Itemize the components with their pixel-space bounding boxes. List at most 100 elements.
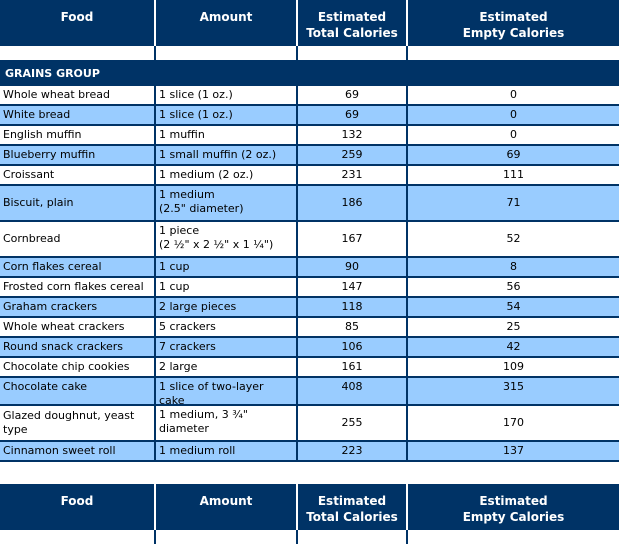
table-row: Cornbread 1 piece (2 ½" x 2 ½" x 1 ¼") 167…: [0, 222, 619, 258]
header-total-line2: Total Calories: [306, 510, 398, 524]
table-header-repeat: Food Amount Estimated Total Calories Est…: [0, 484, 619, 530]
empty-calories-cell: 0: [510, 88, 517, 101]
food-cell: Chocolate chip cookies: [0, 358, 156, 376]
header-empty-line1: Estimated: [479, 10, 548, 24]
total-calories-cell: 85: [298, 318, 408, 336]
food-cell: Glazed doughnut, yeast type: [0, 406, 156, 440]
total-calories-cell: 147: [298, 278, 408, 296]
total-calories-cell: 408: [298, 378, 408, 404]
header-empty-line2: Empty Calories: [462, 26, 565, 40]
empty-calories-cell: 42: [506, 340, 521, 353]
header-total-line2: Total Calories: [306, 26, 398, 40]
amount-cell: 1 cup: [156, 258, 298, 276]
table-row: Biscuit, plain 1 medium (2.5" diameter) 18…: [0, 186, 619, 222]
total-calories-cell: 106: [298, 338, 408, 356]
table-row: Croissant 1 medium (2 oz.) 231 111: [0, 166, 619, 186]
total-calories-cell: 118: [298, 298, 408, 316]
food-cell: Whole wheat bread: [0, 86, 156, 104]
amount-cell: 1 medium (2.5" diameter): [156, 186, 298, 220]
data-rows: Whole wheat bread 1 slice (1 oz.) 69 0 White…: [0, 86, 619, 462]
total-calories-cell: 132: [298, 126, 408, 144]
total-calories-cell: 255: [298, 406, 408, 440]
table-row: Whole wheat bread 1 slice (1 oz.) 69 0: [0, 86, 619, 106]
empty-calories-cell: 69: [506, 148, 521, 161]
amount-cell: 1 medium (2 oz.): [156, 166, 298, 184]
header-empty-line2: Empty Calories: [462, 510, 565, 524]
food-cell: Croissant: [0, 166, 156, 184]
food-cell: Round snack crackers: [0, 338, 156, 356]
header-total-line1: Estimated: [317, 10, 387, 24]
table-row: Blueberry muffin 1 small muffin (2 oz.) 25…: [0, 146, 619, 166]
food-cell: Whole wheat crackers: [0, 318, 156, 336]
header-total-line1: Estimated: [317, 494, 387, 508]
table-row: Whole wheat crackers 5 crackers 85 25: [0, 318, 619, 338]
empty-calories-cell: 170: [503, 416, 524, 429]
empty-calories-cell: 25: [506, 320, 521, 333]
amount-cell: 1 piece (2 ½" x 2 ½" x 1 ¼"): [156, 222, 298, 256]
amount-cell: 2 large: [156, 358, 298, 376]
table-row: Frosted corn flakes cereal 1 cup 147 56: [0, 278, 619, 298]
empty-calories-cell: 0: [510, 128, 517, 141]
empty-calories-cell: 8: [510, 260, 517, 273]
header-spacer: [0, 46, 619, 60]
header-total-calories: Estimated Total Calories: [298, 484, 408, 530]
total-calories-cell: 69: [298, 106, 408, 124]
empty-calories-cell: 56: [506, 280, 521, 293]
amount-cell: 1 small muffin (2 oz.): [156, 146, 298, 164]
total-calories-cell: 167: [298, 222, 408, 256]
empty-calories-cell: 0: [510, 108, 517, 121]
total-calories-cell: 223: [298, 442, 408, 460]
table-row: Chocolate chip cookies 2 large 161 109: [0, 358, 619, 378]
total-calories-cell: 69: [298, 86, 408, 104]
total-calories-cell: 259: [298, 146, 408, 164]
table-row: Cinnamon sweet roll 1 medium roll 223 137: [0, 442, 619, 462]
total-calories-cell: 231: [298, 166, 408, 184]
table-row: Graham crackers 2 large pieces 118 54: [0, 298, 619, 318]
table-row: Chocolate cake 1 slice of two-layer cake 4…: [0, 378, 619, 407]
amount-cell: 1 muffin: [156, 126, 298, 144]
food-cell: Cornbread: [0, 222, 156, 256]
food-cell: Corn flakes cereal: [0, 258, 156, 276]
section-gap: [0, 462, 619, 484]
table-row: Round snack crackers 7 crackers 106 42: [0, 338, 619, 358]
empty-calories-cell: 109: [503, 360, 524, 373]
header-spacer-repeat: [0, 530, 619, 544]
amount-cell: 1 medium, 3 ¾" diameter: [156, 406, 298, 440]
empty-calories-cell: 137: [503, 444, 524, 457]
header-empty-calories: Estimated Empty Calories: [408, 484, 619, 530]
amount-cell: 1 slice (1 oz.): [156, 106, 298, 124]
food-cell: White bread: [0, 106, 156, 124]
amount-cell: 1 cup: [156, 278, 298, 296]
table-header: Food Amount Estimated Total Calories Est…: [0, 0, 619, 46]
empty-calories-cell: 52: [506, 232, 521, 245]
amount-cell: 7 crackers: [156, 338, 298, 356]
header-total-calories: Estimated Total Calories: [298, 0, 408, 46]
table-row: White bread 1 slice (1 oz.) 69 0: [0, 106, 619, 126]
table-row: English muffin 1 muffin 132 0: [0, 126, 619, 146]
total-calories-cell: 161: [298, 358, 408, 376]
empty-calories-cell: 315: [503, 380, 524, 393]
header-food: Food: [0, 484, 156, 530]
amount-cell: 2 large pieces: [156, 298, 298, 316]
food-cell: Blueberry muffin: [0, 146, 156, 164]
empty-calories-cell: 111: [503, 168, 524, 181]
header-empty-calories: Estimated Empty Calories: [408, 0, 619, 46]
group-row: GRAINS GROUP: [0, 60, 619, 86]
total-calories-cell: 90: [298, 258, 408, 276]
total-calories-cell: 186: [298, 186, 408, 220]
amount-cell: 1 slice of two-layer cake: [156, 378, 298, 407]
food-cell: Cinnamon sweet roll: [0, 442, 156, 460]
food-cell: English muffin: [0, 126, 156, 144]
amount-cell: 1 slice (1 oz.): [156, 86, 298, 104]
amount-cell: 5 crackers: [156, 318, 298, 336]
table-row: Glazed doughnut, yeast type 1 medium, 3 ¾…: [0, 406, 619, 442]
food-cell: Frosted corn flakes cereal: [0, 278, 156, 296]
header-food: Food: [0, 0, 156, 46]
amount-cell: 1 medium roll: [156, 442, 298, 460]
header-amount: Amount: [156, 484, 298, 530]
header-amount: Amount: [156, 0, 298, 46]
empty-calories-cell: 71: [506, 196, 521, 209]
empty-calories-cell: 54: [506, 300, 521, 313]
food-cell: Chocolate cake: [0, 378, 156, 404]
